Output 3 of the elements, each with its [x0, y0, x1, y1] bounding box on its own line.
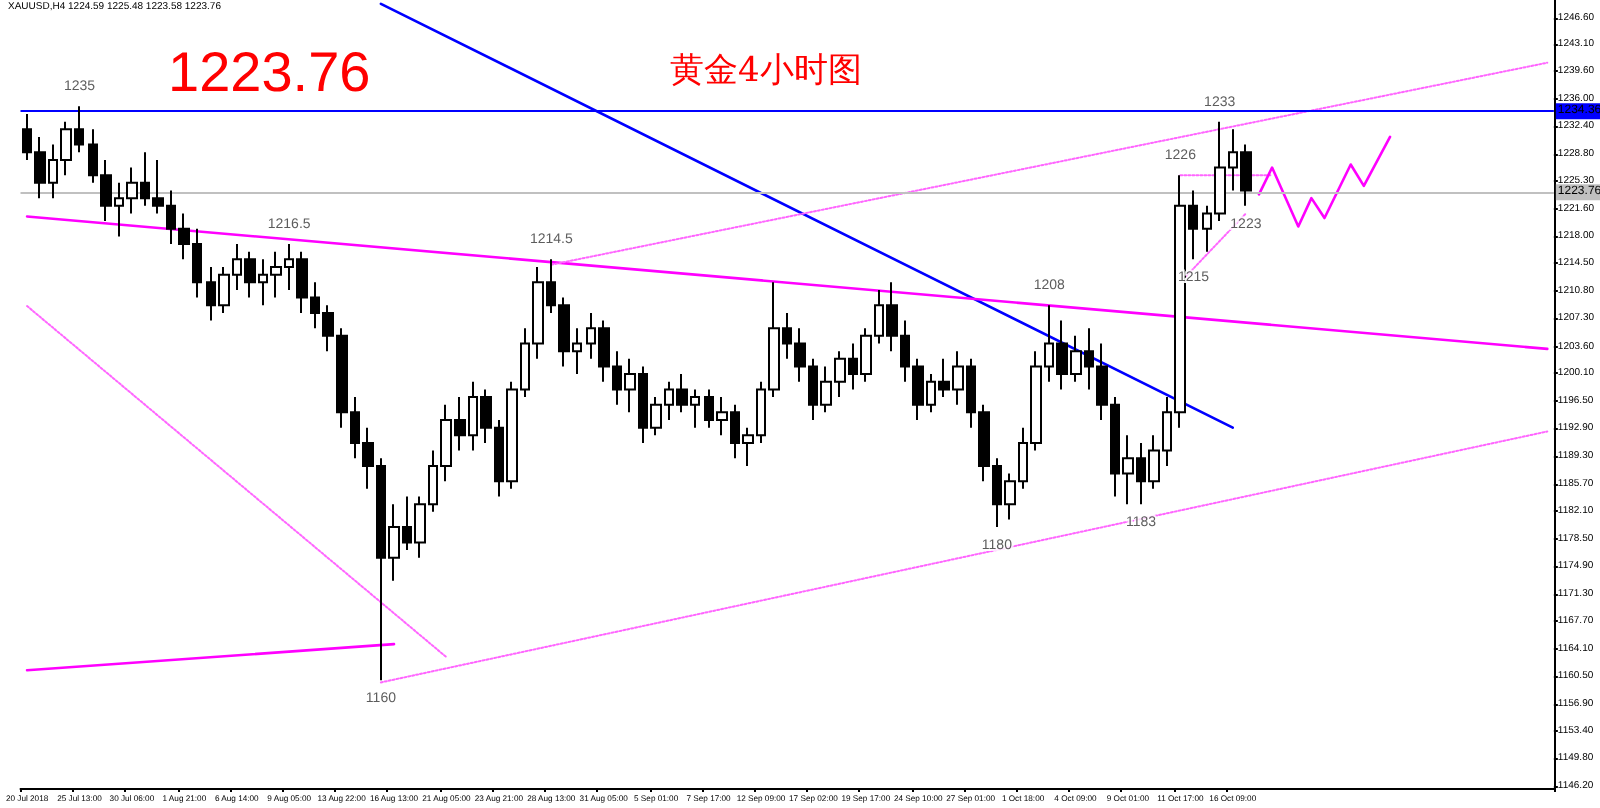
line-series [1257, 135, 1392, 228]
text: 黄金4小时图 [670, 51, 862, 91]
annotation: 1223.76 [168, 41, 371, 103]
